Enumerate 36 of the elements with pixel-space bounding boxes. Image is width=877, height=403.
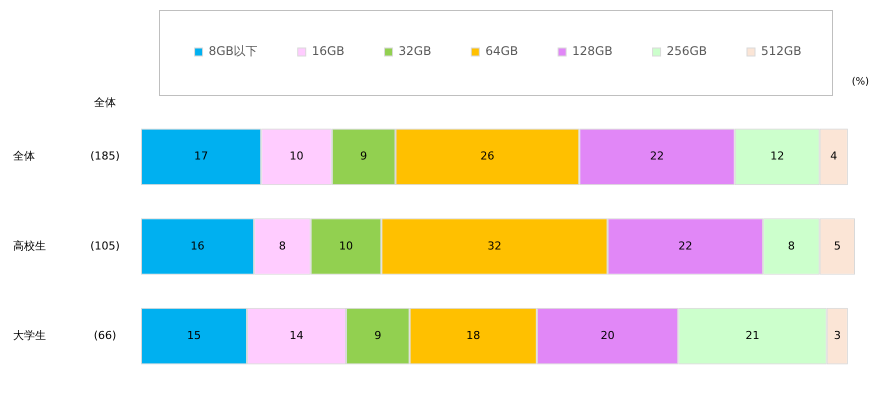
data-label: 16: [190, 239, 205, 252]
data-label: 12: [770, 150, 784, 163]
data-label: 10: [290, 150, 304, 163]
data-label: 17: [194, 150, 208, 163]
data-label: 26: [480, 150, 494, 163]
y-tick-label: 全体: [13, 150, 35, 163]
y-tick-label: 大学生: [13, 329, 46, 342]
data-label: 18: [466, 329, 480, 342]
data-label: 20: [600, 329, 615, 342]
data-label: 5: [834, 239, 841, 252]
legend-label: 8GB以下: [208, 44, 258, 58]
legend-label: 16GB: [312, 44, 345, 58]
x-axis-title: (%): [852, 76, 870, 88]
data-label: 15: [187, 329, 202, 342]
data-label: 32: [487, 239, 502, 252]
data-label: 4: [830, 150, 838, 163]
data-label: 21: [745, 329, 760, 342]
legend-label: 256GB: [666, 44, 708, 58]
legend-label: 32GB: [398, 44, 432, 58]
legend-label: 64GB: [485, 44, 518, 58]
data-label: 3: [834, 329, 841, 342]
data-label: 8: [788, 239, 795, 252]
text: 全体: [94, 96, 116, 109]
data-label: 14: [290, 329, 304, 342]
text: (105): [90, 239, 120, 252]
data-label: 9: [360, 150, 368, 163]
data-label: 8: [278, 239, 286, 252]
legend-label: 128GB: [572, 44, 613, 58]
y-tick-label: 高校生: [13, 239, 46, 252]
data-label: 10: [339, 239, 354, 252]
text: (185): [90, 150, 120, 163]
legend-label: 512GB: [761, 44, 802, 58]
data-label: 9: [374, 329, 382, 342]
text: (66): [94, 329, 116, 342]
data-label: 22: [678, 239, 692, 252]
data-label: 22: [650, 150, 664, 163]
